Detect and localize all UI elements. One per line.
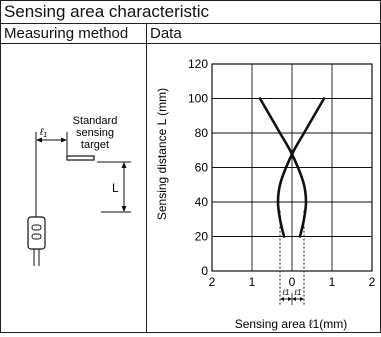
chart-offset-marks: ℓ1 ℓ1 (279, 210, 305, 305)
offset-mark-label: ℓ1 (293, 288, 301, 297)
offset-label: ℓ1 (39, 127, 47, 139)
y-tick-label: 0 (201, 264, 208, 278)
offset-arrow (292, 297, 296, 301)
x-tick-label: 0 (289, 275, 296, 289)
x-tick-label: 1 (249, 275, 256, 289)
offset-mark-label: ℓ1 (281, 288, 289, 297)
distance-arrow-top (121, 162, 127, 168)
svg-text:Standard: Standard (73, 115, 118, 127)
distance-label: L (112, 181, 119, 195)
offset-arrow (288, 297, 292, 301)
header-row: Measuring method Data (1, 24, 380, 44)
svg-text:sensing: sensing (76, 127, 114, 139)
column-divider (146, 24, 147, 332)
target-label: Standard sensing target (73, 115, 118, 151)
series-line-1 (258, 97, 308, 238)
sensor-head (27, 216, 46, 250)
svg-text:target: target (81, 139, 109, 151)
y-axis-label: Sensing distance L (mm) (155, 88, 169, 220)
title-row: Sensing area characteristic (1, 1, 380, 24)
offset-arrow (300, 297, 304, 301)
distance-arrow-bottom (121, 206, 127, 212)
column-header-data: Data (150, 25, 182, 42)
column-header-method: Measuring method (4, 25, 129, 42)
sensing-target (66, 155, 95, 161)
y-tick-label: 100 (188, 92, 208, 106)
x-tick-label: 1 (329, 275, 336, 289)
y-tick-label: 20 (195, 230, 209, 244)
data-panel: ℓ1 ℓ1 2 1 0 1 2 0 20 40 60 80 100 120 Sensing distan… (147, 44, 380, 332)
y-tick-label: 120 (188, 57, 208, 71)
series-line-2 (276, 97, 326, 238)
offset-arrow (280, 297, 284, 301)
measuring-diagram: ℓ1 Standard sensing target L (27, 115, 131, 266)
chart-series (258, 97, 326, 238)
y-tick-label: 40 (195, 195, 209, 209)
x-axis-label: Sensing area ℓ1(mm) (235, 317, 348, 331)
y-tick-label: 80 (195, 126, 209, 140)
chart-grid (211, 63, 373, 272)
x-tick-label: 2 (369, 275, 376, 289)
x-tick-label: 2 (209, 275, 216, 289)
offset-arrow-left (36, 137, 42, 143)
sensor-indicator-1 (31, 224, 42, 231)
y-tick-label: 60 (195, 161, 209, 175)
page-title: Sensing area characteristic (4, 2, 210, 21)
measuring-method-panel: ℓ1 Standard sensing target L (1, 44, 146, 332)
offset-arrow-right (61, 137, 67, 143)
sensor-indicator-2 (31, 233, 42, 240)
